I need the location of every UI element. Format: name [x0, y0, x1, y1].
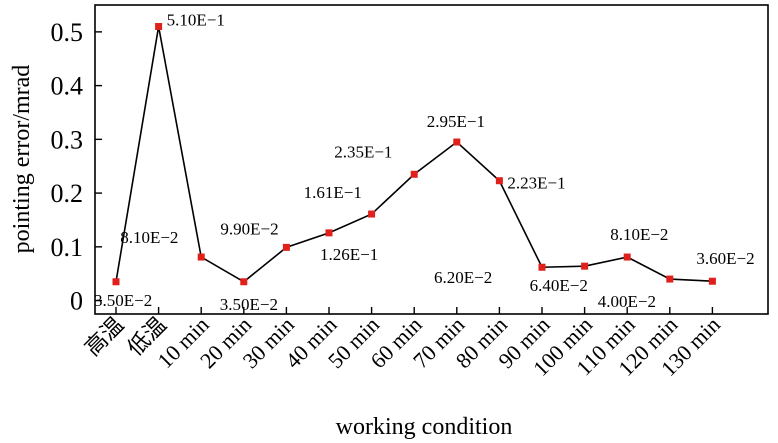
data-label: 8.10E−2: [120, 228, 178, 247]
data-label: 1.26E−1: [320, 245, 378, 264]
data-label: 2.95E−1: [427, 112, 485, 131]
data-point-marker: [666, 275, 674, 283]
data-label: 3.60E−2: [696, 249, 754, 268]
y-tick-label: 0.4: [51, 72, 84, 101]
series-group: 3.50E−2 5.10E−1 8.10E−2 3.50E−2 9.90E−2 1.26E…: [94, 10, 755, 313]
data-label: 6.40E−2: [530, 276, 588, 295]
data-label: 3.50E−2: [220, 295, 278, 314]
data-point-marker: [112, 278, 120, 286]
data-label: 2.23E−1: [507, 174, 565, 193]
data-point-marker: [538, 263, 546, 271]
data-point-marker: [495, 177, 503, 185]
data-point-marker: [155, 22, 163, 30]
y-tick-label: 0.5: [51, 18, 84, 47]
x-axis-title: working condition: [336, 414, 513, 440]
data-label: 9.90E−2: [220, 219, 278, 238]
data-point-marker: [240, 278, 248, 286]
data-label: 3.50E−2: [94, 291, 152, 310]
data-label: 2.35E−1: [334, 142, 392, 161]
data-label: 4.00E−2: [598, 292, 656, 311]
y-tick-label: 0.1: [51, 233, 84, 262]
data-label: 5.10E−1: [167, 10, 225, 29]
y-tick-label: 0: [70, 287, 83, 316]
plot-frame: [94, 4, 769, 315]
data-label: 1.61E−1: [304, 183, 362, 202]
data-point-marker: [282, 243, 290, 251]
data-point-marker: [325, 229, 333, 237]
data-point-marker: [410, 170, 418, 178]
data-point-marker: [453, 138, 461, 146]
data-point-marker: [581, 262, 589, 270]
data-label: 8.10E−2: [610, 225, 668, 244]
data-point-marker: [197, 253, 205, 261]
x-tick-label: 高温: [80, 312, 129, 361]
data-point-marker: [623, 253, 631, 261]
y-tick-label: 0.3: [51, 125, 84, 154]
y-tick-label: 0.2: [51, 179, 84, 208]
y-axis-title: pointing error/mrad: [9, 65, 35, 254]
y-axis: 0 0.1 0.2 0.3 0.4 0.5: [51, 18, 102, 316]
data-label: 6.20E−2: [434, 268, 492, 287]
data-point-marker: [708, 277, 716, 285]
data-point-marker: [368, 210, 376, 218]
plot-area-border: [94, 4, 769, 315]
